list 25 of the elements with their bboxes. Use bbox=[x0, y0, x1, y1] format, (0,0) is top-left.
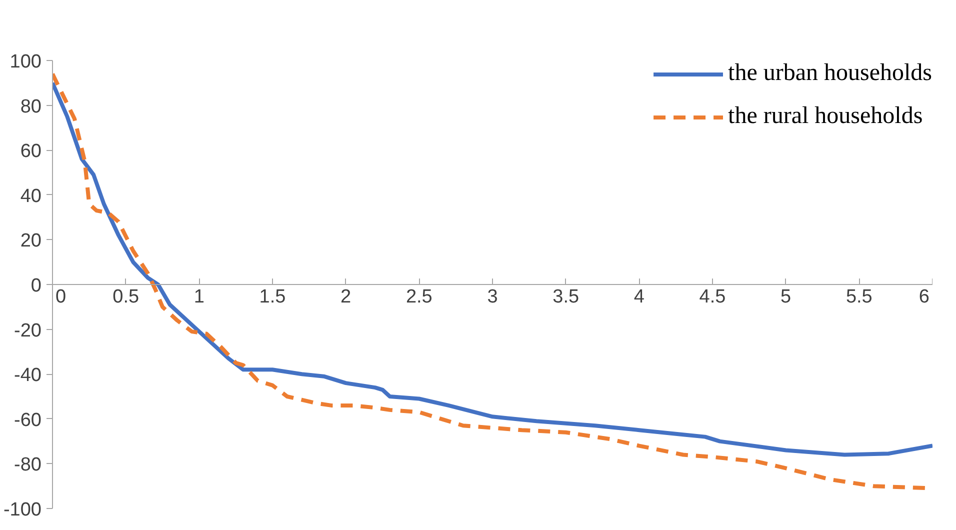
y-tick-label: -100 bbox=[3, 500, 42, 520]
x-tick-label: 1 bbox=[194, 286, 204, 308]
x-tick-label: 4.5 bbox=[699, 286, 726, 308]
x-tick-label: 3 bbox=[487, 286, 498, 308]
y-tick-label: -40 bbox=[14, 365, 42, 386]
y-tick-label: 40 bbox=[20, 186, 42, 207]
y-tick-label: -20 bbox=[14, 320, 42, 342]
x-tick-label: 6 bbox=[918, 286, 930, 308]
y-tick-label: -60 bbox=[14, 410, 42, 431]
x-tick-label: 1.5 bbox=[259, 286, 286, 308]
x-tick-label: 3.5 bbox=[552, 286, 580, 308]
x-tick-label: 0.5 bbox=[112, 286, 140, 308]
x-tick-label: 4 bbox=[634, 286, 645, 308]
x-tick-label: 2 bbox=[340, 286, 352, 308]
y-tick-label: 20 bbox=[20, 230, 42, 252]
legend-label: the urban households bbox=[728, 60, 932, 87]
y-tick-label: 100 bbox=[10, 52, 42, 72]
x-tick-label: 5.5 bbox=[846, 286, 872, 308]
legend-label: the rural households bbox=[728, 103, 923, 130]
y-tick-label: 60 bbox=[20, 141, 42, 162]
x-tick-label: 2.5 bbox=[406, 286, 432, 308]
y-tick-label: -80 bbox=[14, 454, 42, 476]
y-tick-label: 80 bbox=[20, 96, 42, 118]
x-tick-label: 0 bbox=[56, 286, 66, 308]
x-tick-label: 5 bbox=[780, 286, 792, 308]
